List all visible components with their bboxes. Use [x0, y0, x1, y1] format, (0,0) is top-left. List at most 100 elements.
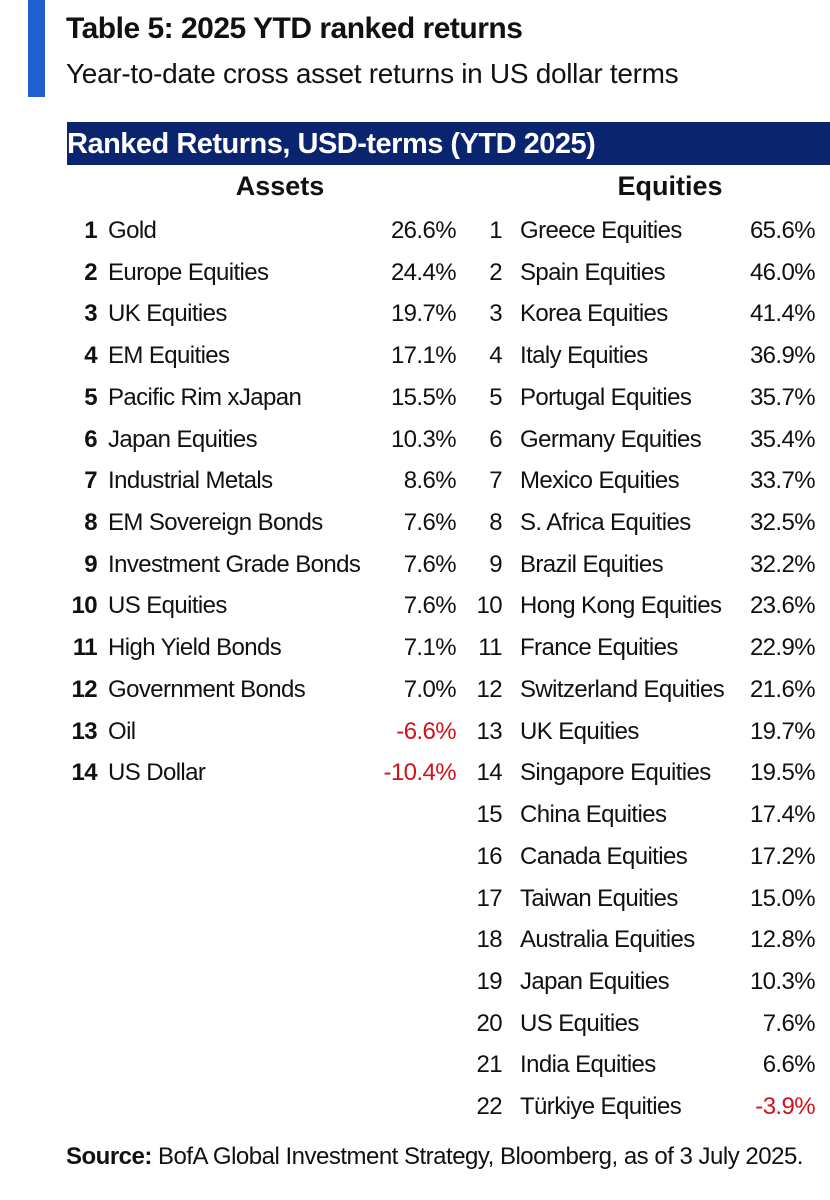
return-value: 17.4%: [749, 801, 816, 829]
return-value: 32.5%: [749, 509, 816, 537]
row-label: Hong Kong Equities: [520, 592, 722, 620]
return-value: 7.6%: [403, 509, 457, 537]
row-label: Mexico Equities: [520, 467, 680, 495]
return-value: 12.8%: [749, 926, 816, 954]
return-value: -3.9%: [755, 1093, 815, 1121]
row-label: US Equities: [108, 592, 227, 620]
return-value: 46.0%: [749, 258, 816, 286]
rank: 13: [476, 717, 503, 745]
row-label: China Equities: [520, 801, 667, 829]
accent-bar: [28, 0, 45, 97]
return-value: 17.1%: [390, 342, 457, 370]
rank: 1: [84, 217, 97, 244]
row-label: Spain Equities: [520, 258, 666, 286]
rank: 18: [476, 926, 503, 954]
rank: 6: [489, 425, 502, 453]
return-value: 21.6%: [749, 675, 816, 703]
return-value: 7.6%: [403, 550, 457, 578]
return-value: 10.3%: [390, 425, 457, 453]
rank: 11: [72, 634, 98, 662]
row-label: Türkiye Equities: [520, 1093, 682, 1121]
rank: 4: [84, 342, 97, 370]
return-value: 6.6%: [762, 1051, 816, 1079]
return-value: 19.7%: [749, 717, 816, 745]
rank: 4: [489, 342, 502, 370]
rank: 15: [476, 801, 503, 829]
source-label: Source:: [66, 1143, 152, 1170]
return-value: 23.6%: [749, 592, 816, 620]
rank: 20: [476, 1009, 503, 1037]
rank: 12: [476, 675, 503, 703]
return-value: 7.0%: [403, 675, 457, 703]
rank: 8: [489, 509, 502, 537]
rank: 17: [476, 884, 503, 912]
rank: 1: [489, 217, 502, 244]
rank: 9: [84, 550, 97, 578]
row-label: Portugal Equities: [520, 383, 692, 411]
rank: 3: [489, 300, 502, 328]
return-value: 22.9%: [749, 634, 816, 662]
row-label: Taiwan Equities: [520, 884, 678, 912]
return-value: 36.9%: [749, 342, 816, 370]
return-value: -10.4%: [383, 759, 457, 787]
return-value: 35.7%: [749, 383, 816, 411]
subtitle: Year-to-date cross asset returns in US d…: [66, 58, 679, 89]
rank: 21: [476, 1051, 503, 1079]
return-value: 19.5%: [749, 759, 816, 787]
source-text: BofA Global Investment Strategy, Bloombe…: [158, 1143, 803, 1170]
return-value: 32.2%: [749, 550, 816, 578]
rank: 3: [84, 300, 97, 328]
column-heading: Equities: [617, 171, 723, 201]
row-label: Brazil Equities: [520, 550, 664, 578]
return-value: 7.1%: [403, 634, 457, 662]
return-value: 35.4%: [749, 425, 816, 453]
return-value: 24.4%: [390, 258, 457, 286]
return-value: 7.6%: [403, 592, 457, 620]
rank: 7: [84, 467, 97, 495]
rank: 9: [489, 550, 502, 578]
return-value: 7.6%: [762, 1009, 816, 1037]
rank: 13: [71, 717, 98, 745]
source-note: Source: BofA Global Investment Strategy,…: [66, 1143, 803, 1171]
rank: 19: [476, 967, 503, 995]
rank: 8: [84, 509, 97, 537]
row-label: EM Equities: [108, 342, 230, 370]
return-value: 8.6%: [403, 467, 457, 495]
row-label: Government Bonds: [108, 675, 306, 703]
return-value: 65.6%: [749, 217, 816, 244]
row-label: Industrial Metals: [108, 467, 273, 495]
row-label: France Equities: [520, 634, 678, 662]
rank: 5: [84, 383, 97, 411]
table-banner: Ranked Returns, USD-terms (YTD 2025): [67, 122, 830, 165]
row-label: UK Equities: [520, 717, 639, 745]
return-value: 19.7%: [390, 300, 457, 328]
row-label: Korea Equities: [520, 300, 668, 328]
row-label: US Dollar: [108, 759, 206, 787]
rank: 14: [71, 759, 98, 787]
return-value: 41.4%: [749, 300, 816, 328]
row-label: Japan Equities: [520, 967, 670, 995]
row-label: US Equities: [520, 1009, 639, 1037]
row-label: High Yield Bonds: [108, 634, 282, 662]
rank: 2: [489, 258, 502, 286]
rank: 6: [84, 425, 97, 453]
rank: 5: [489, 383, 502, 411]
rank: 2: [84, 258, 97, 286]
row-label: Greece Equities: [520, 217, 682, 244]
return-value: 17.2%: [749, 842, 816, 870]
return-value: 15.5%: [390, 383, 457, 411]
row-label: Italy Equities: [520, 342, 648, 370]
return-value: 10.3%: [749, 967, 816, 995]
rank: 16: [476, 842, 503, 870]
return-value: 26.6%: [390, 217, 457, 244]
row-label: Singapore Equities: [520, 759, 711, 787]
row-label: India Equities: [520, 1051, 656, 1079]
rank: 7: [489, 467, 502, 495]
row-label: S. Africa Equities: [520, 509, 691, 537]
rank: 10: [476, 592, 503, 620]
title: Table 5: 2025 YTD ranked returns: [66, 12, 523, 45]
row-label: Germany Equities: [520, 425, 702, 453]
return-value: 15.0%: [749, 884, 816, 912]
row-label: Investment Grade Bonds: [108, 550, 361, 578]
